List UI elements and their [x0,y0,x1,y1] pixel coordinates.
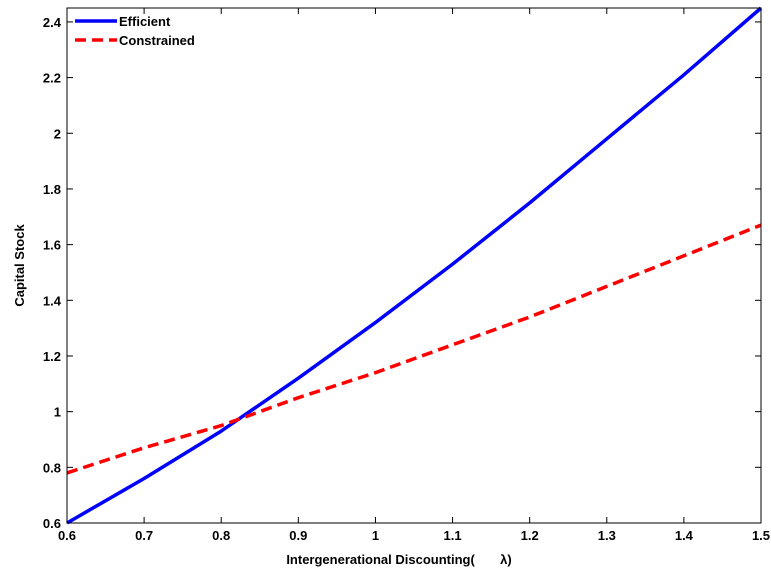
x-tick-label: 1.2 [521,528,539,543]
series-line-efficient [66,6,763,525]
y-tick-label: 1.4 [43,293,62,308]
x-axis-ticks: 0.6 0.7 0.8 0.9 1 1.1 1.2 1.3 1.4 1.5 [58,8,770,543]
x-tick-label: 1.4 [675,528,694,543]
legend-label-efficient: Efficient [119,14,171,29]
y-tick-label: 1.2 [43,349,61,364]
legend-label-constrained: Constrained [119,33,195,48]
y-tick-label: 1.8 [43,182,61,197]
legend: Efficient Constrained [75,14,195,48]
x-tick-label: 0.7 [135,528,153,543]
y-tick-label: 1.6 [43,238,61,253]
series-layer [66,6,763,525]
y-tick-label: 1 [54,405,61,420]
y-tick-label: 2 [54,126,61,141]
x-tick-label: 0.9 [289,528,307,543]
x-tick-label: 0.6 [58,528,76,543]
y-tick-label: 2.2 [43,71,61,86]
y-axis-ticks: 0.6 0.8 1 1.2 1.4 1.6 1.8 2 2.2 2.4 [43,15,761,531]
plot-frame [66,7,762,524]
y-tick-label: 0.8 [43,460,61,475]
y-tick-label: 0.6 [43,516,61,531]
x-tick-label: 0.8 [212,528,230,543]
x-axis-title: Intergenerational Discounting( λ) [286,552,511,567]
x-tick-label: 1.5 [752,528,770,543]
x-tick-label: 1.1 [444,528,462,543]
x-tick-label: 1 [372,528,379,543]
x-tick-label: 1.3 [598,528,616,543]
y-axis-title: Capital Stock [12,224,27,307]
y-tick-label: 2.4 [43,15,62,30]
series-line-constrained [66,223,762,475]
